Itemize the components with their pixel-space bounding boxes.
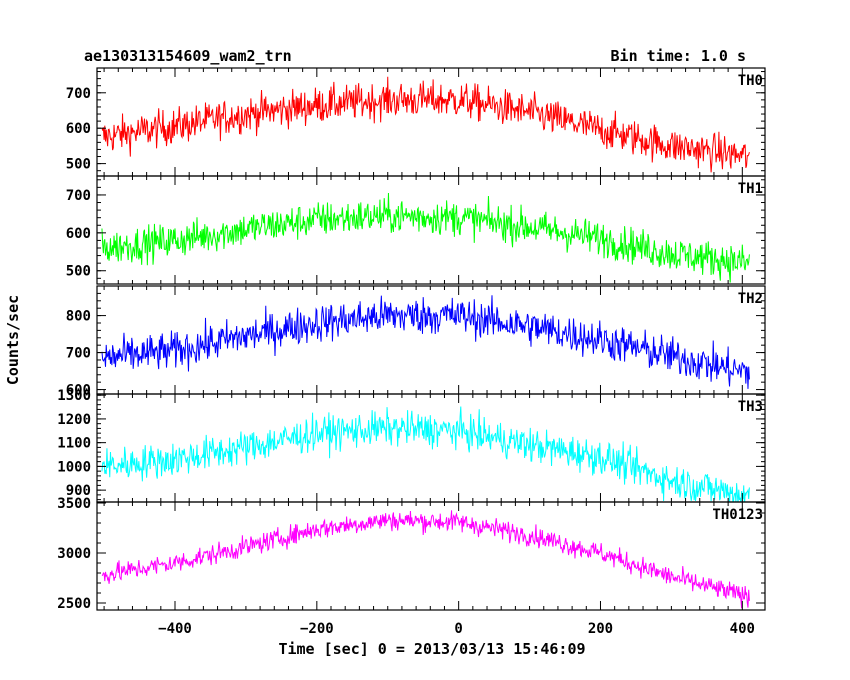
panel-frame — [96, 175, 766, 285]
panel-th3: 900 1000 1100 1200 1300 TH3 — [57, 388, 766, 503]
bin-time-label: Bin time: 1.0 s — [611, 47, 746, 65]
y-tick-label: 2500 — [57, 596, 91, 612]
y-tick-label: 500 — [66, 264, 91, 280]
y-tick-label: 1100 — [57, 436, 91, 452]
panels-group: 500 600 700 TH0 500 600 700 TH1 600 700 800 TH2 900 1… — [57, 67, 766, 612]
y-tick-label: 700 — [66, 86, 91, 102]
panel-name-th1: TH1 — [738, 181, 763, 197]
x-tick-label: −400 — [158, 621, 192, 637]
series-th2 — [101, 295, 750, 389]
panel-name-th0123: TH0123 — [712, 507, 763, 523]
y-tick-label: 1000 — [57, 459, 91, 475]
panel-name-th3: TH3 — [738, 399, 763, 415]
series-th1 — [101, 192, 750, 283]
panel-th0: 500 600 700 TH0 — [66, 67, 766, 177]
y-tick-label: 3000 — [57, 546, 91, 562]
y-axis-label: Counts/sec — [4, 295, 22, 385]
y-tick-label: 500 — [66, 157, 91, 173]
y-tick-label: 600 — [66, 226, 91, 242]
x-axis-ticks: −400 −200 0 200 400 — [158, 621, 755, 637]
y-tick-label: 600 — [66, 383, 91, 399]
panel-th0123: 2500 3000 3500 TH0123 — [57, 496, 766, 612]
plot-title: ae130313154609_wam2_trn — [84, 47, 292, 65]
x-tick-label: 200 — [588, 621, 613, 637]
y-tick-label: 700 — [66, 346, 91, 362]
x-tick-label: −200 — [300, 621, 334, 637]
panel-name-th0: TH0 — [738, 73, 763, 89]
panel-name-th2: TH2 — [738, 291, 763, 307]
panel-th1: 500 600 700 TH1 — [66, 175, 766, 285]
y-tick-label: 3500 — [57, 496, 91, 512]
y-tick-label: 600 — [66, 121, 91, 137]
x-axis-label: Time [sec] 0 = 2013/03/13 15:46:09 — [278, 640, 585, 658]
y-tick-label: 800 — [66, 309, 91, 325]
y-tick-label: 1200 — [57, 412, 91, 428]
x-tick-label: 400 — [730, 621, 755, 637]
x-tick-label: 0 — [454, 621, 462, 637]
series-th0123 — [101, 510, 750, 609]
panel-frame — [96, 501, 766, 611]
y-tick-label: 900 — [66, 483, 91, 499]
y-tick-label: 700 — [66, 188, 91, 204]
series-th3 — [101, 406, 750, 502]
series-th0 — [101, 76, 750, 173]
panel-th2: 600 700 800 TH2 — [66, 285, 766, 399]
y-tick-label: 1300 — [57, 388, 91, 404]
